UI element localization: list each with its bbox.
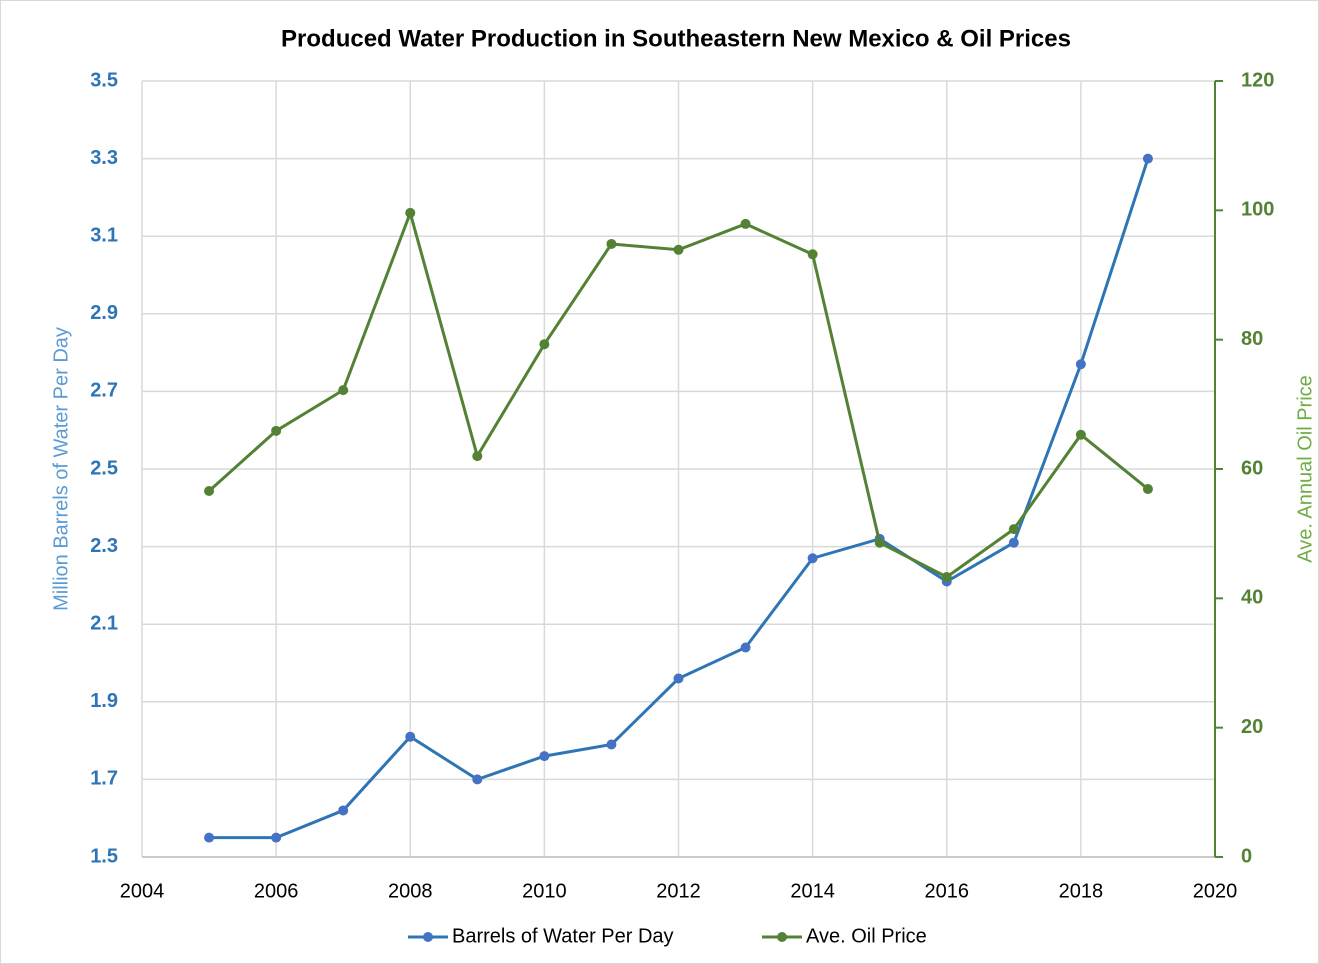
data-point [740, 642, 751, 653]
y2-axis-label: Ave. Annual Oil Price [1294, 375, 1316, 563]
data-point [606, 739, 617, 750]
chart-title: Produced Water Production in Southeaster… [281, 25, 1071, 52]
data-point [338, 385, 349, 396]
data-point [338, 805, 349, 816]
x-tick-label: 2018 [1059, 880, 1104, 902]
data-point [1008, 524, 1019, 535]
y-tick-label: 2.7 [90, 380, 118, 402]
y-tick-label: 1.9 [90, 690, 118, 712]
y2-tick-label: 40 [1241, 587, 1263, 609]
legend-label: Barrels of Water Per Day [452, 925, 674, 947]
y-tick-label: 2.1 [90, 612, 118, 634]
x-tick-label: 2020 [1193, 880, 1238, 902]
data-point [405, 207, 416, 218]
y-tick-label: 3.5 [90, 69, 118, 91]
data-point [1008, 537, 1019, 548]
x-tick-label: 2008 [388, 880, 433, 902]
data-point [1142, 484, 1153, 495]
data-point [271, 832, 282, 843]
x-tick-label: 2006 [254, 880, 299, 902]
data-point [204, 485, 215, 496]
data-point [204, 832, 215, 843]
x-tick-label: 2012 [656, 880, 701, 902]
y-tick-label: 2.9 [90, 302, 118, 324]
data-point [1075, 429, 1086, 440]
y2-tick-label: 60 [1241, 457, 1263, 479]
data-point [1142, 153, 1153, 164]
data-point [539, 339, 550, 350]
y2-tick-label: 0 [1241, 845, 1252, 867]
y2-tick-label: 20 [1241, 716, 1263, 738]
x-tick-label: 2014 [790, 880, 835, 902]
x-tick-label: 2004 [120, 880, 165, 902]
data-point [673, 673, 684, 684]
y-tick-label: 1.5 [90, 845, 118, 867]
data-point [941, 571, 952, 582]
data-point [673, 244, 684, 255]
y-axis-label: Million Barrels of Water Per Day [50, 327, 72, 611]
data-point [807, 553, 818, 564]
y-tick-label: 1.7 [90, 768, 118, 790]
legend-marker [423, 932, 433, 942]
x-tick-label: 2016 [925, 880, 970, 902]
data-point [807, 249, 818, 260]
data-point [606, 238, 617, 249]
y-tick-label: 2.3 [90, 535, 118, 557]
data-point [472, 774, 483, 785]
y-tick-label: 3.3 [90, 147, 118, 169]
legend-marker [777, 932, 787, 942]
data-point [740, 218, 751, 229]
data-point [405, 731, 416, 742]
y-tick-label: 3.1 [90, 224, 118, 246]
y2-tick-label: 100 [1241, 199, 1274, 221]
y2-tick-label: 80 [1241, 328, 1263, 350]
data-point [539, 751, 550, 762]
y-tick-label: 2.5 [90, 457, 118, 479]
data-point [1075, 359, 1086, 370]
data-point [874, 537, 885, 548]
x-tick-label: 2010 [522, 880, 567, 902]
data-point [271, 425, 282, 436]
legend-label: Ave. Oil Price [806, 925, 927, 947]
data-point [472, 451, 483, 462]
y2-tick-label: 120 [1241, 69, 1274, 91]
